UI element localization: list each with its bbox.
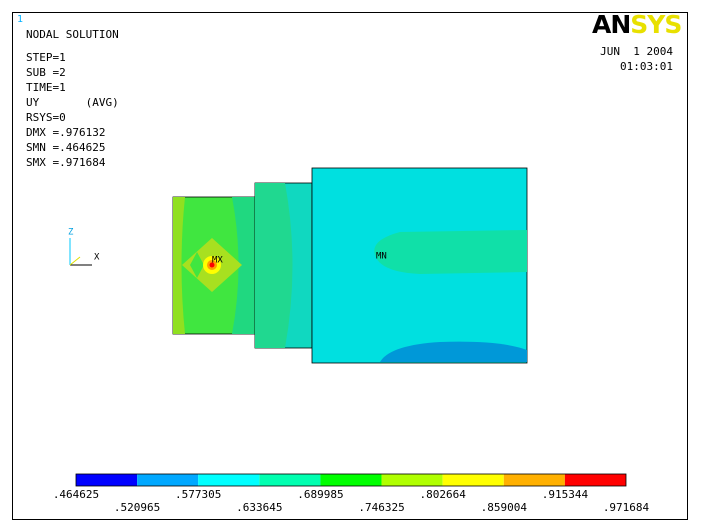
contour (209, 262, 215, 268)
legend-band (320, 474, 382, 486)
legend-label: .802664 (419, 488, 466, 501)
contour (374, 230, 527, 274)
max-marker: MX (212, 256, 223, 266)
logo: ANSYS (592, 10, 681, 39)
window-number: 1 (17, 14, 23, 25)
legend-label: .577305 (175, 488, 221, 501)
legend-band (259, 474, 321, 486)
legend-band (137, 474, 199, 486)
x-label: X (94, 253, 100, 263)
logo-an: AN (592, 10, 630, 39)
info-line: SMX =.971684 (26, 156, 106, 169)
contour (173, 197, 185, 334)
legend-band (198, 474, 260, 486)
frame (12, 12, 688, 520)
info-line: SMN =.464625 (26, 141, 105, 154)
info-line: DMX =.976132 (26, 126, 105, 139)
y-axis (69, 256, 81, 266)
legend-label: .971684 (603, 501, 650, 514)
date: JUN 1 2004 (600, 45, 673, 58)
legend-label: .915344 (542, 488, 589, 501)
legend-band (503, 474, 565, 486)
time: 01:03:01 (620, 60, 673, 73)
legend-band (76, 474, 138, 486)
legend-label: .633645 (236, 501, 282, 514)
contour (232, 197, 255, 334)
info-line: UY (AVG) (26, 96, 119, 109)
legend: .464625 .520965 .577305 .633645 .689985 .7463… (53, 473, 650, 514)
legend-label: .746325 (358, 501, 404, 514)
info-line: RSYS=0 (26, 111, 66, 124)
contour (255, 183, 293, 348)
info-line: TIME=1 (26, 81, 66, 94)
legend-border (75, 473, 627, 487)
info-line: NODAL SOLUTION (26, 28, 119, 41)
contour (380, 341, 527, 362)
legend-band (442, 474, 504, 486)
model: MX MN (172, 167, 528, 364)
legend-label: .689985 (297, 488, 343, 501)
legend-band (564, 474, 626, 486)
info-line: SUB =2 (26, 66, 66, 79)
z-label: Z (68, 228, 74, 238)
axis-triad: Z X (68, 228, 100, 266)
min-marker: MN (376, 252, 387, 262)
legend-band (381, 474, 443, 486)
legend-label: .464625 (53, 488, 99, 501)
legend-label: .859004 (481, 501, 528, 514)
legend-label: .520965 (114, 501, 160, 514)
info-line: STEP=1 (26, 51, 66, 64)
logo-sys: SYS (630, 10, 681, 39)
contour (190, 252, 204, 278)
